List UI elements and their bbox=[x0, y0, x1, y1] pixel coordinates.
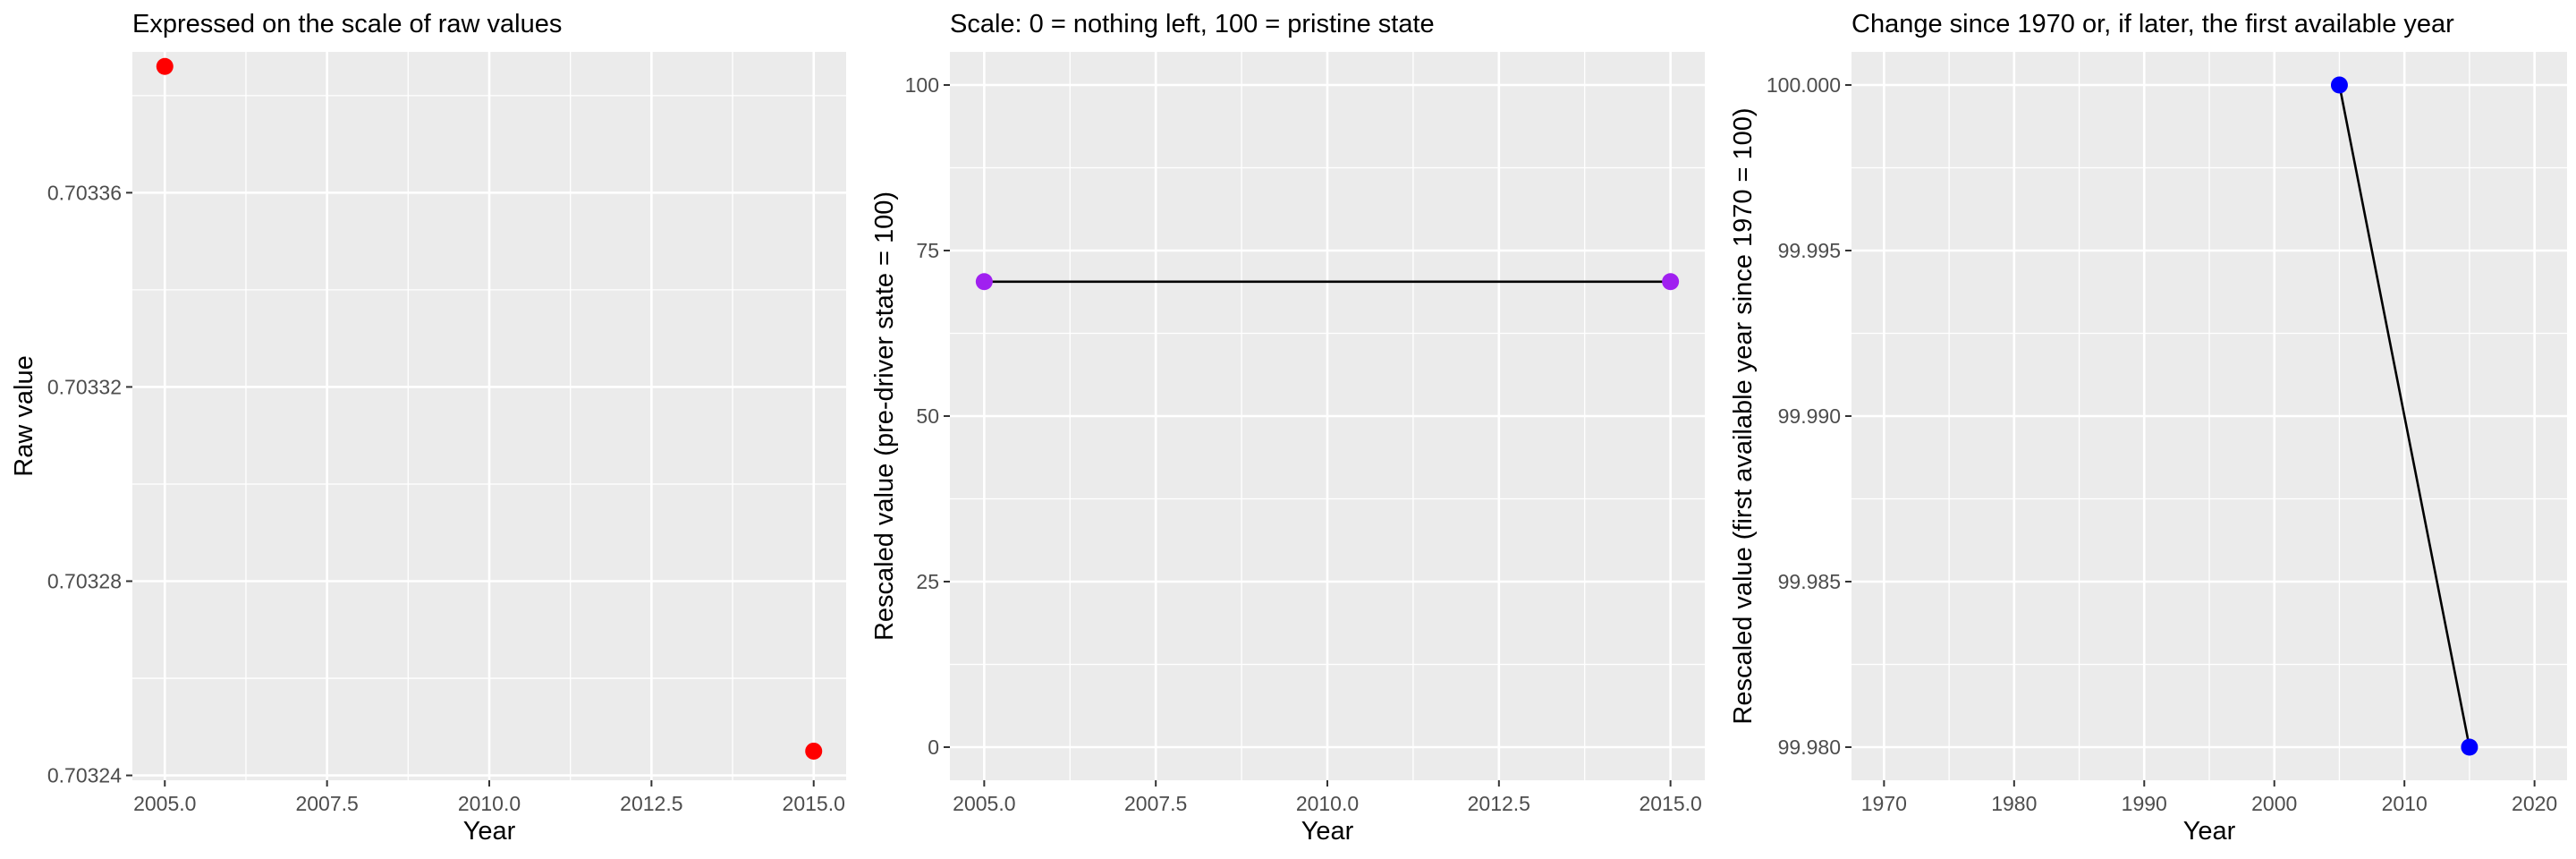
rescaled-pristine-x-tick-label: 2010.0 bbox=[1296, 792, 1359, 815]
raw-value-x-tick-label: 2005.0 bbox=[133, 792, 196, 815]
change-since-1970-y-tick-label: 100.000 bbox=[1767, 73, 1841, 97]
rescaled-pristine-y-tick-label: 75 bbox=[916, 239, 939, 262]
raw-value-x-tick-label: 2012.5 bbox=[620, 792, 682, 815]
change-since-1970-x-tick-label: 1990 bbox=[2122, 792, 2167, 815]
rescaled-pristine-data-point bbox=[1662, 273, 1680, 291]
change-since-1970-x-axis: 1970 1980 1990 2000 2010 2020 bbox=[1861, 780, 2557, 815]
change-since-1970-x-tick-label: 2010 bbox=[2382, 792, 2428, 815]
rescaled-pristine-series bbox=[975, 273, 1680, 291]
rescaled-pristine-x-axis-title: Year bbox=[1301, 817, 1354, 846]
rescaled-pristine-panel: Scale: 0 = nothing left, 100 = pristine … bbox=[870, 10, 1705, 846]
rescaled-pristine-x-tick-label: 2007.5 bbox=[1124, 792, 1187, 815]
raw-value-x-axis-title: Year bbox=[463, 817, 516, 846]
change-since-1970-series-line bbox=[2338, 84, 2471, 748]
change-since-1970-data-point bbox=[2461, 738, 2479, 756]
rescaled-pristine-data-point bbox=[975, 273, 993, 291]
rescaled-pristine-y-tick-label: 100 bbox=[905, 73, 939, 97]
raw-value-y-tick-label: 0.70336 bbox=[47, 181, 122, 204]
change-since-1970-y-axis: 99.980 99.985 99.990 99.995 100.000 bbox=[1767, 73, 1852, 759]
change-since-1970-y-axis-title: Rescaled value (first available year sin… bbox=[1729, 107, 1758, 724]
raw-value-y-axis-title: Raw value bbox=[10, 355, 38, 476]
rescaled-pristine-x-axis: 2005.0 2007.5 2010.0 2012.5 2015.0 bbox=[953, 780, 1702, 815]
raw-value-series bbox=[156, 57, 823, 760]
raw-value-major-grid bbox=[132, 52, 846, 780]
change-since-1970-panel: Change since 1970 or, if later, the firs… bbox=[1729, 10, 2567, 846]
rescaled-pristine-y-axis-title: Rescaled value (pre-driver state = 100) bbox=[870, 191, 899, 641]
raw-value-y-tick-label: 0.70324 bbox=[47, 764, 122, 787]
change-since-1970-data-point bbox=[2330, 76, 2348, 94]
rescaled-pristine-chart-title: Scale: 0 = nothing left, 100 = pristine … bbox=[950, 10, 1435, 38]
change-since-1970-series bbox=[2330, 76, 2479, 756]
raw-value-data-point bbox=[805, 742, 823, 760]
rescaled-pristine-y-tick-label: 50 bbox=[916, 404, 939, 428]
raw-value-x-tick-label: 2010.0 bbox=[458, 792, 521, 815]
change-since-1970-x-tick-label: 2020 bbox=[2512, 792, 2557, 815]
rescaled-pristine-y-axis: 0 25 50 75 100 bbox=[905, 73, 950, 759]
rescaled-pristine-x-tick-label: 2015.0 bbox=[1639, 792, 1701, 815]
raw-value-panel: Expressed on the scale of raw values 0.7… bbox=[10, 10, 846, 846]
raw-value-x-tick-label: 2007.5 bbox=[295, 792, 358, 815]
raw-value-x-axis: 2005.0 2007.5 2010.0 2012.5 2015.0 bbox=[133, 780, 845, 815]
raw-value-y-tick-label: 0.70328 bbox=[47, 570, 122, 593]
raw-value-y-axis: 0.70324 0.70328 0.70332 0.70336 bbox=[47, 181, 132, 787]
rescaled-pristine-y-tick-label: 0 bbox=[928, 736, 939, 759]
change-since-1970-y-tick-label: 99.995 bbox=[1778, 239, 1841, 262]
change-since-1970-x-axis-title: Year bbox=[2183, 817, 2236, 846]
change-since-1970-y-tick-label: 99.990 bbox=[1778, 404, 1841, 428]
change-since-1970-x-tick-label: 2000 bbox=[2251, 792, 2297, 815]
change-since-1970-x-tick-label: 1970 bbox=[1861, 792, 1907, 815]
change-since-1970-chart-title: Change since 1970 or, if later, the firs… bbox=[1852, 10, 2454, 38]
raw-value-data-point bbox=[156, 57, 174, 75]
rescaled-pristine-x-tick-label: 2012.5 bbox=[1468, 792, 1530, 815]
rescaled-pristine-major-grid bbox=[950, 52, 1705, 780]
raw-value-x-tick-label: 2015.0 bbox=[783, 792, 845, 815]
change-since-1970-y-tick-label: 99.985 bbox=[1778, 570, 1841, 593]
raw-value-y-tick-label: 0.70332 bbox=[47, 375, 122, 398]
rescaled-pristine-y-tick-label: 25 bbox=[916, 570, 939, 593]
raw-value-chart-title: Expressed on the scale of raw values bbox=[132, 10, 562, 38]
change-since-1970-x-tick-label: 1980 bbox=[1991, 792, 2037, 815]
change-since-1970-y-tick-label: 99.980 bbox=[1778, 736, 1841, 759]
rescaled-pristine-x-tick-label: 2005.0 bbox=[953, 792, 1015, 815]
